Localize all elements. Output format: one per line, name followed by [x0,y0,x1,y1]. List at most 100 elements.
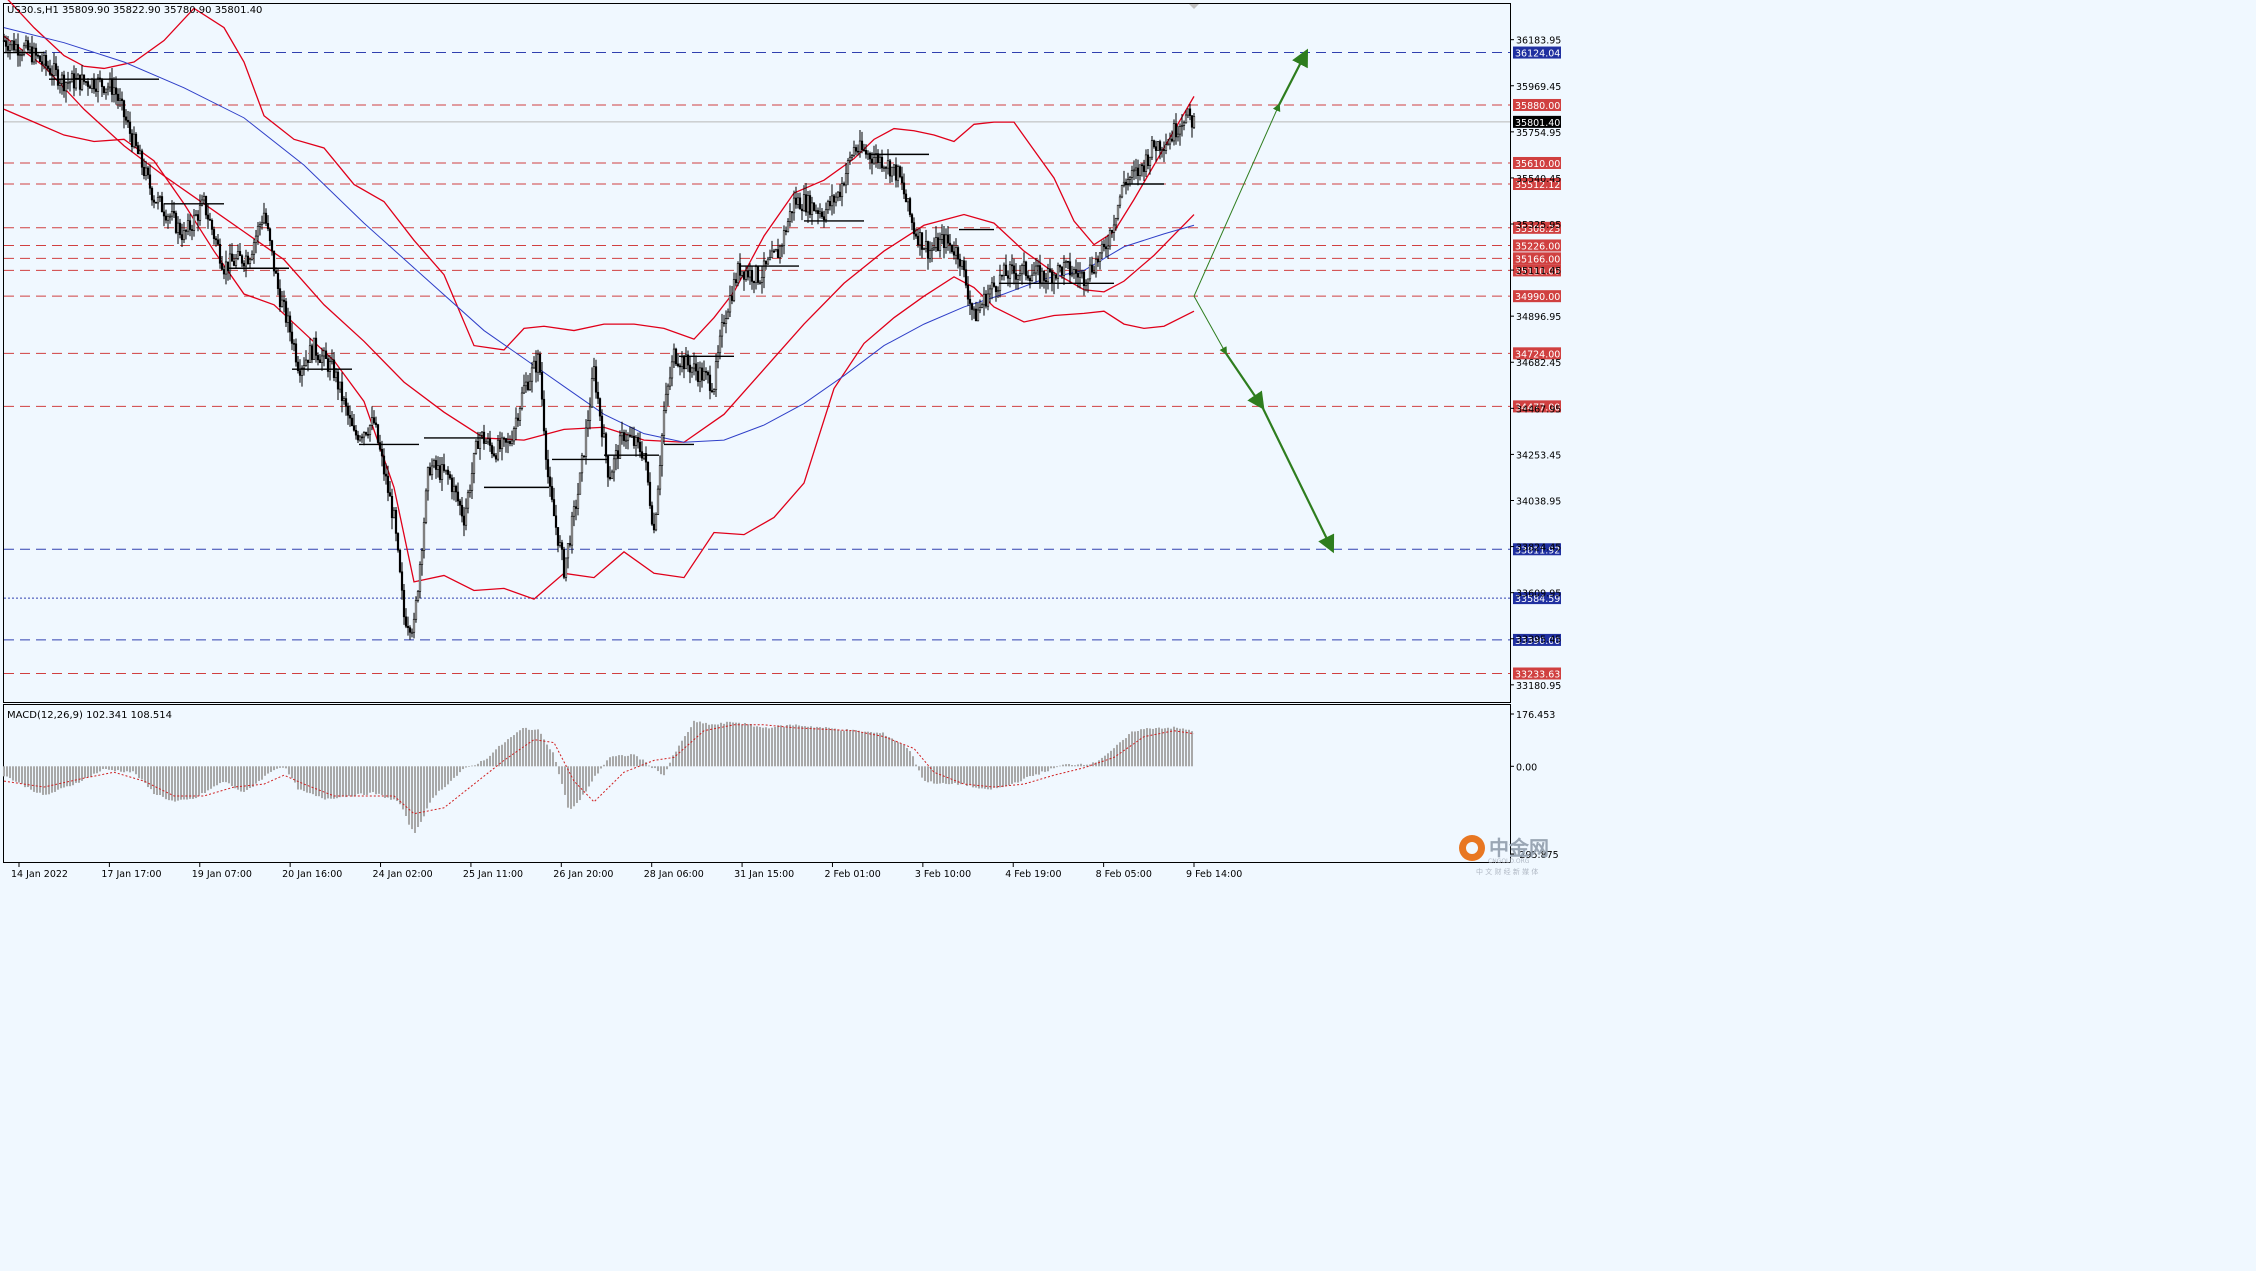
candle-body [116,93,120,101]
candle-body [920,232,924,250]
candle-body [528,380,532,390]
candle-body [1158,141,1162,151]
candle-body [672,348,676,363]
candle-body [778,245,782,259]
candle-body [854,147,858,152]
candle-body [264,212,268,224]
candle-body [344,398,348,407]
candle-body [364,432,368,435]
candle-body [172,211,176,214]
candle-body [450,477,454,493]
candle-body [232,261,236,266]
candle-body [80,74,84,90]
candle-body [490,445,494,454]
candle-body [100,78,104,87]
level-price-box [1513,98,1561,111]
candle-body [902,182,906,195]
candle-body [338,381,342,390]
candle-body [742,271,746,280]
candle-body [280,299,284,307]
candle-body [174,212,178,233]
candle-body [838,191,842,198]
candle-body [268,228,272,241]
level-price-label: 35512.12 [1515,180,1560,191]
price-axis: 36183.95 35969.45 35754.95 35540.45 35325.95… [1510,36,1561,692]
candle-body [16,44,20,56]
candle-body [402,589,406,618]
candle-body [712,389,716,393]
candle-body [346,405,350,416]
candle-body [750,269,754,282]
projection-segment [1225,352,1265,411]
candle-body [706,372,710,376]
candle-body [626,434,630,441]
candle-body [296,361,300,371]
scroll-marker-icon[interactable] [1189,4,1199,9]
projection-arrows [1193,48,1335,554]
candle-body [666,385,670,395]
candle-body [484,441,488,444]
candle-body [1000,274,1004,277]
candle-body [542,398,546,432]
candle-body [1182,122,1186,126]
candle-body [1062,262,1066,276]
candle-body [308,345,312,363]
candle-body [760,276,764,283]
candle-body [1152,140,1156,147]
candle-body [1056,265,1060,279]
candle-body [698,367,702,382]
candle-body [164,215,168,221]
candle-body [594,366,598,393]
candle-body [634,437,638,446]
candle-body [438,465,442,480]
watermark: 中金网 CNGOLD.ORG 中 文 财 经 新 媒 体 [1459,835,1549,876]
candle-body [822,216,826,221]
candle-body [508,441,512,444]
candle-body [820,211,824,217]
candle-body [1192,116,1196,128]
candle-body [962,260,966,271]
candle-body [326,358,330,372]
candle-body [816,210,820,214]
candle-body [796,197,800,205]
candle-body [448,474,452,479]
candle-body [260,222,264,225]
candle-body [896,166,900,181]
time-axis-label: 31 Jan 15:00 [734,869,794,880]
candle-body [126,119,130,123]
candle-body [224,261,228,275]
candle-body [394,509,398,534]
candle-body [160,196,164,213]
candle-body [400,571,404,591]
candle-body [776,249,780,259]
projection-segment [1278,48,1309,106]
projection-segment [1261,405,1335,554]
candle-body [1186,108,1190,116]
candle-body [704,371,708,373]
price-axis-label: 33609.95 [1516,589,1561,600]
candle-body [972,308,976,311]
candle-body [258,224,262,227]
candle-body [572,506,576,517]
candle-body [246,255,250,265]
candle-body [48,68,52,75]
time-axis-label: 8 Feb 05:00 [1096,869,1152,880]
candle-body [398,549,402,573]
candle-body [1166,143,1170,146]
candle-body [1160,149,1164,151]
candle-body [994,286,998,293]
candle-body [382,455,386,475]
candle-body [456,491,460,502]
candle-body [32,47,36,63]
candle-body [4,40,8,47]
candle-body [656,488,660,515]
candle-body [564,557,568,578]
candle-body [310,345,314,360]
candle-body [546,459,550,478]
candle-body [756,266,760,283]
candle-body [710,390,714,393]
candle-body [970,303,974,310]
candle-body [84,81,88,83]
candle-body [1052,274,1056,284]
candle-body [1054,274,1058,279]
